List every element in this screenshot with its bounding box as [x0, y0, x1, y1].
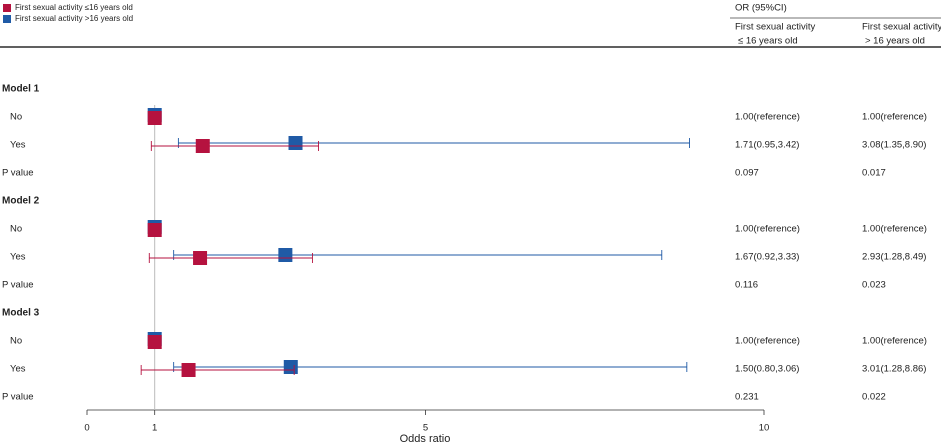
p-label: P value	[2, 280, 34, 291]
or-marker	[283, 360, 298, 374]
or-label: 1.71(0.95,3.42)	[735, 140, 799, 151]
or-marker	[147, 223, 162, 237]
column-header: ≤ 16 years old	[738, 36, 798, 47]
row-label: No	[10, 336, 22, 347]
row-label: Yes	[10, 140, 26, 151]
model-label: Model 2	[2, 196, 40, 207]
or-label: 1.00(reference)	[735, 224, 800, 235]
or-marker	[147, 335, 162, 349]
row-label: No	[10, 224, 22, 235]
legend-swatch	[3, 4, 11, 12]
or-label: 1.67(0.92,3.33)	[735, 252, 799, 263]
or-label: 3.01(1.28,8.86)	[862, 364, 926, 375]
or-marker	[288, 136, 303, 150]
or-marker	[181, 363, 196, 377]
or-label: 1.00(reference)	[735, 112, 800, 123]
model-label: Model 1	[2, 84, 40, 95]
or-marker	[193, 251, 208, 265]
column-header: First sexual activity	[862, 22, 941, 33]
legend-label: First sexual activity ≤16 years old	[15, 3, 133, 12]
or-label: 2.93(1.28,8.49)	[862, 252, 926, 263]
x-tick-label: 10	[759, 423, 770, 434]
model-label: Model 3	[2, 308, 40, 319]
or-marker	[195, 139, 210, 153]
column-group-header: OR (95%CI)	[735, 3, 787, 14]
row-label: Yes	[10, 252, 26, 263]
x-tick-label: 5	[423, 423, 428, 434]
x-tick-label: 0	[84, 423, 89, 434]
p-value: 0.116	[735, 280, 758, 291]
p-value: 0.022	[862, 392, 886, 403]
p-value: 0.017	[862, 168, 886, 179]
x-axis-title: Odds ratio	[400, 433, 451, 445]
p-value: 0.097	[735, 168, 759, 179]
or-marker	[147, 111, 162, 125]
p-value: 0.023	[862, 280, 886, 291]
column-header: > 16 years old	[865, 36, 925, 47]
column-header: First sexual activity	[735, 22, 815, 33]
or-label: 1.00(reference)	[862, 224, 927, 235]
or-marker	[278, 248, 293, 262]
or-label: 1.00(reference)	[862, 112, 927, 123]
legend-swatch	[3, 15, 11, 23]
x-tick-label: 1	[152, 423, 157, 434]
row-label: Yes	[10, 364, 26, 375]
or-label: 1.00(reference)	[862, 336, 927, 347]
or-label: 1.50(0.80,3.06)	[735, 364, 799, 375]
row-label: No	[10, 112, 22, 123]
or-label: 3.08(1.35,8.90)	[862, 140, 926, 151]
legend-label: First sexual activity >16 years old	[15, 14, 133, 23]
p-label: P value	[2, 168, 34, 179]
or-label: 1.00(reference)	[735, 336, 800, 347]
p-value: 0.231	[735, 392, 759, 403]
p-label: P value	[2, 392, 34, 403]
